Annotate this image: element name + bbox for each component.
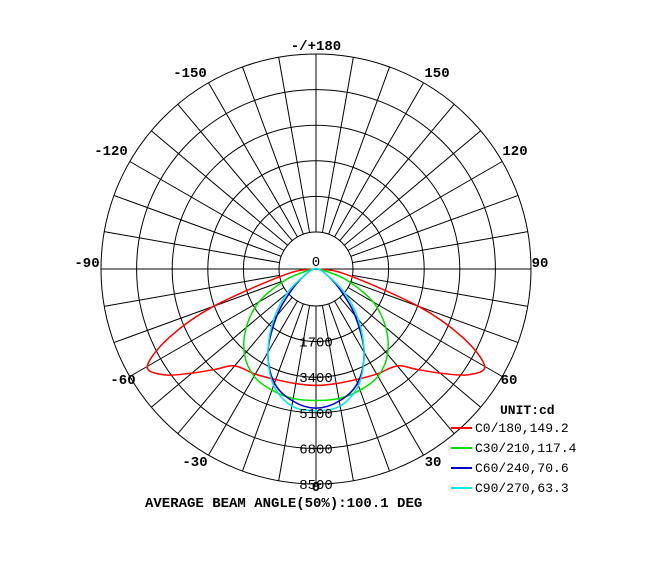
grid-spoke xyxy=(328,303,391,472)
grid-spoke xyxy=(347,161,503,251)
angle-label: -30 xyxy=(182,455,207,471)
radial-tick-label: 8500 xyxy=(299,478,333,494)
angle-label: 60 xyxy=(501,373,518,389)
grid-spoke xyxy=(350,281,519,344)
legend-entry: C90/270,63.3 xyxy=(475,481,569,496)
legend-entry: C60/240,70.6 xyxy=(475,461,569,476)
grid-spoke xyxy=(241,303,304,472)
angle-label: -60 xyxy=(110,373,135,389)
grid-spoke xyxy=(150,130,288,246)
grid-spoke xyxy=(150,292,288,408)
series-line xyxy=(243,268,389,402)
radial-tick-labels: 0 1700 3400 5100 6800 8500 xyxy=(299,255,333,494)
radial-tick-label: 0 xyxy=(312,255,320,271)
angle-label: 90 xyxy=(532,256,549,272)
radial-tick-label: 1700 xyxy=(299,336,333,352)
grid-spoke xyxy=(177,103,293,241)
legend-entry: C30/210,117.4 xyxy=(475,441,577,456)
grid-spoke xyxy=(278,305,311,481)
angle-label: -/+180 xyxy=(291,39,341,55)
legend: UNIT:cd C0/180,149.2 C30/210,117.4 C60/240… xyxy=(451,403,577,496)
grid-spoke xyxy=(350,194,519,257)
angle-label: 30 xyxy=(425,455,442,471)
grid-spoke xyxy=(104,274,280,307)
unit-label: UNIT:cd xyxy=(500,403,555,418)
beam-angle-footer: AVERAGE BEAM ANGLE(50%):100.1 DEG xyxy=(145,496,422,512)
grid-spoke xyxy=(352,274,528,307)
angle-label: -120 xyxy=(94,144,128,160)
radial-tick-label: 3400 xyxy=(299,371,333,387)
grid-spoke xyxy=(344,130,482,246)
radial-tick-label: 5100 xyxy=(299,407,333,423)
angle-label: 120 xyxy=(502,144,527,160)
grid-spoke xyxy=(328,66,391,235)
grid-spoke xyxy=(241,66,304,235)
grid-spoke xyxy=(321,305,354,481)
grid-spoke xyxy=(334,300,424,456)
grid-spoke xyxy=(208,300,298,456)
angle-label: -90 xyxy=(74,256,99,272)
grid-spoke xyxy=(208,82,298,238)
grid-spoke xyxy=(104,231,280,264)
radial-tick-label: 6800 xyxy=(299,442,333,458)
grid-spoke xyxy=(321,57,354,233)
angle-label: 0 xyxy=(312,480,320,496)
grid-spoke xyxy=(278,57,311,233)
angle-label: -150 xyxy=(173,66,207,82)
legend-entry: C0/180,149.2 xyxy=(475,421,569,436)
grid-spoke xyxy=(339,103,455,241)
grid-spoke xyxy=(352,231,528,264)
grid-spoke xyxy=(113,281,282,344)
series-line xyxy=(267,268,365,409)
series-line xyxy=(146,268,486,387)
angle-label: 150 xyxy=(424,66,449,82)
angle-labels: -/+180 150 120 90 60 30 0 -30 -60 -90 -120 -150 xyxy=(74,39,548,496)
grid-spoke xyxy=(334,82,424,238)
series-curves xyxy=(146,268,486,412)
grid-spoke xyxy=(344,292,482,408)
series-line xyxy=(267,268,365,412)
grid-spoke xyxy=(129,161,285,251)
grid-spoke xyxy=(113,194,282,257)
